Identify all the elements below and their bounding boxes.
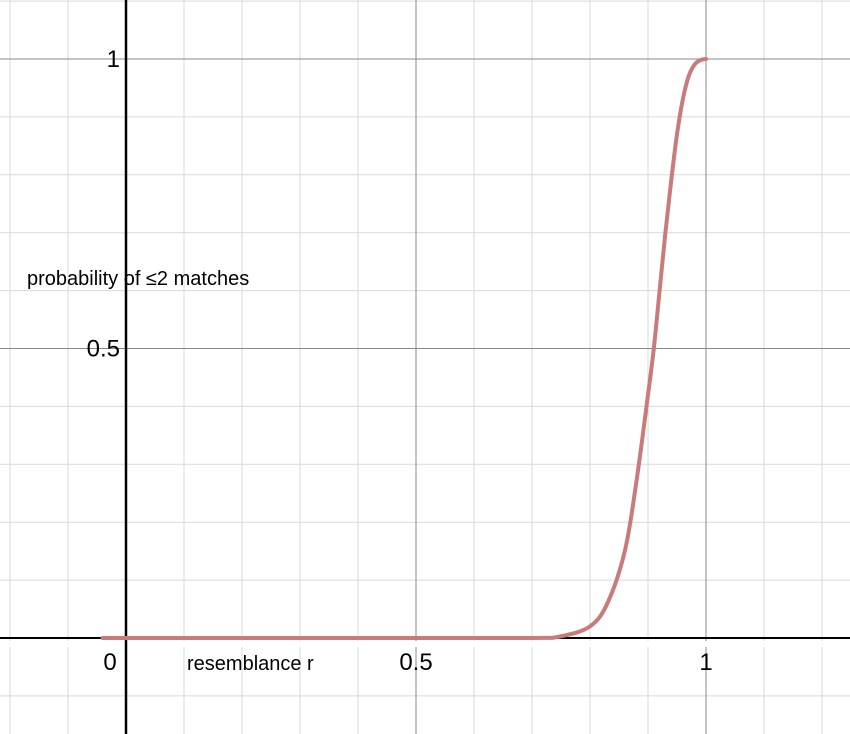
x-tick-label: 1: [699, 649, 712, 676]
axis-gap: [0, 641, 850, 647]
x-axis-label: resemblance r: [187, 653, 314, 675]
x-tick-label: 0.5: [399, 649, 432, 676]
tick-labels: 0 0.5 1 0.5 1: [87, 46, 713, 676]
y-tick-label: 1: [107, 46, 120, 73]
series-line-0: [100, 57, 708, 641]
series-layer: [100, 57, 708, 641]
x-tick-label: 0: [103, 649, 116, 676]
y-tick-label: 0.5: [87, 336, 120, 363]
y-axis-label: probability of ≤2 matches: [27, 268, 249, 290]
